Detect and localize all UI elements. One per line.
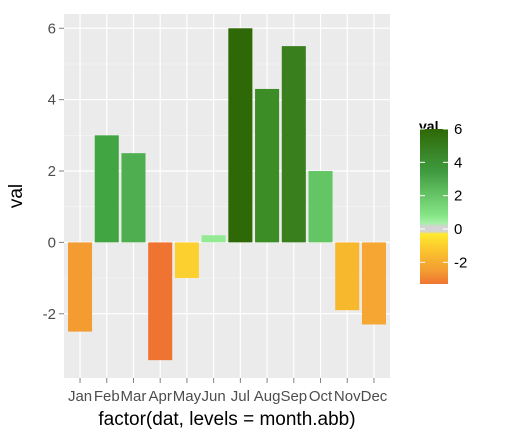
bar-nov [335, 242, 360, 311]
legend-tick-label: 2 [454, 188, 462, 205]
x-tick-label: Feb [94, 388, 120, 405]
x-tick-label: Aug [254, 388, 281, 405]
legend-tick-label: 4 [454, 154, 462, 171]
bar-sep [281, 46, 306, 243]
y-tick-label: 2 [48, 163, 56, 180]
bar-may [174, 242, 199, 279]
x-tick-label: Nov [334, 388, 361, 405]
y-tick-label: 4 [48, 92, 56, 109]
bar-apr [148, 242, 173, 361]
x-tick-label: Mar [121, 388, 147, 405]
legend-ticks: 6 4 2 0 -2 [420, 121, 467, 271]
x-axis: Jan Feb Mar Apr May Jun Jul Aug Sep Oct Nov Dec [68, 378, 388, 405]
bar-dec [361, 242, 386, 325]
bar-jul [228, 28, 253, 243]
bar-mar [121, 153, 146, 243]
x-tick-label: Apr [149, 388, 172, 405]
x-tick-label: Jun [202, 388, 226, 405]
x-tick-label: May [173, 388, 202, 405]
bars [68, 28, 386, 361]
bar-jan [68, 242, 93, 332]
x-tick-label: Oct [309, 388, 333, 405]
bar-jun [201, 235, 226, 243]
x-tick-label: Sep [280, 388, 307, 405]
y-axis-title: val [6, 184, 27, 208]
bar-feb [94, 135, 119, 243]
legend-tick-label: -2 [454, 254, 467, 271]
x-tick-label: Dec [361, 388, 388, 405]
bar-aug [255, 88, 280, 243]
y-axis: -2 0 2 4 6 [43, 20, 64, 323]
bar-oct [308, 171, 333, 243]
legend-colorbar [420, 129, 448, 284]
x-tick-label: Jul [231, 388, 250, 405]
x-tick-label: Jan [68, 388, 92, 405]
legend-tick-label: 0 [454, 221, 462, 238]
legend-tick-label: 6 [454, 121, 462, 138]
y-tick-label: 0 [48, 234, 56, 251]
y-tick-label: 6 [48, 20, 56, 37]
y-tick-label: -2 [43, 306, 56, 323]
x-axis-title: factor(dat, levels = month.abb) [98, 409, 355, 430]
